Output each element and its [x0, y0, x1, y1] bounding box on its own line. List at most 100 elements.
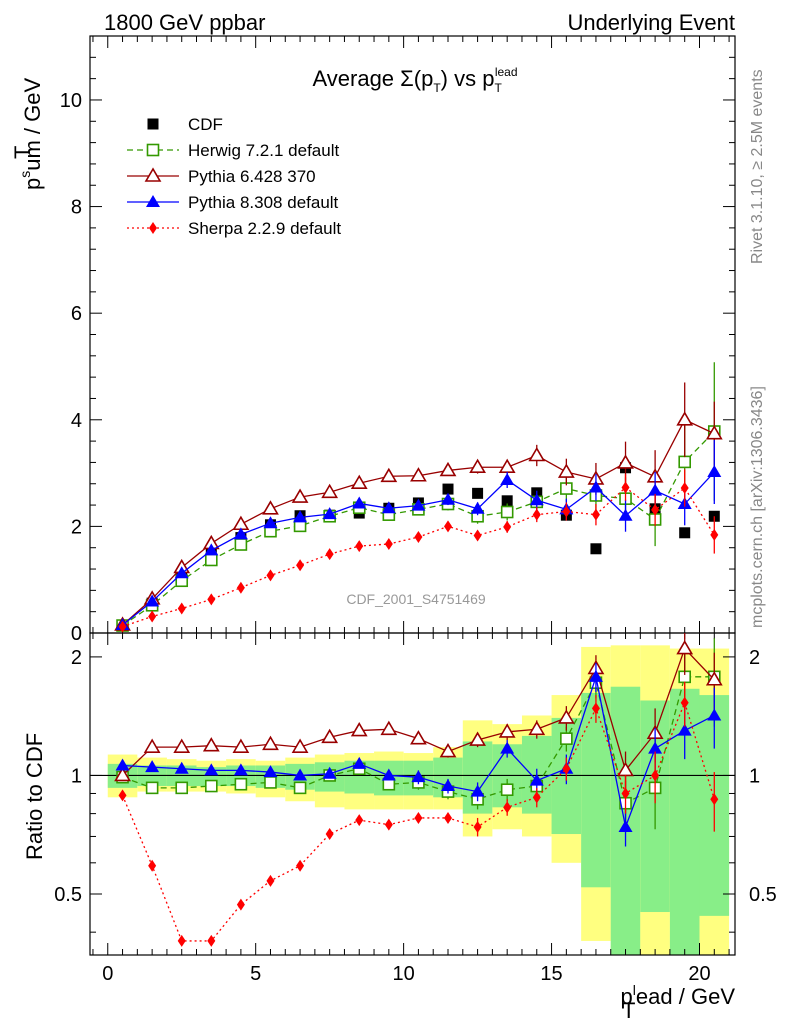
header-right: Underlying Event	[567, 10, 735, 35]
ratio-point-pythia-6-428-370	[439, 742, 457, 758]
ratio-point-pythia-6-428-370	[557, 709, 575, 724]
point-pythia-6-428-370	[676, 411, 694, 426]
header-left: 1800 GeV ppbar	[104, 10, 265, 35]
ratio-x-tick-label: 5	[250, 963, 261, 985]
point-sherpa-2-2-9-default	[503, 520, 512, 533]
ratio-point-sherpa-2-2-9-default	[207, 934, 216, 947]
ratio-point-pythia-6-428-370	[676, 639, 694, 655]
point-sherpa-2-2-9-default	[296, 559, 305, 572]
point-sherpa-2-2-9-default	[651, 503, 660, 516]
ratio-y-tick-label: 2	[71, 647, 82, 669]
main-y-axis-label-sub: T	[10, 146, 35, 159]
point-pythia-8-308-default	[618, 508, 633, 521]
point-sherpa-2-2-9-default	[148, 610, 157, 623]
ratio-point-pythia-6-428-370	[350, 721, 368, 737]
mcplots-label: mcplots.cern.ch [arXiv:1306.3436]	[749, 386, 766, 628]
ratio-point-sherpa-2-2-9-default	[355, 814, 364, 827]
ratio-point-pythia-8-308-default	[174, 761, 189, 774]
ratio-point-sherpa-2-2-9-default	[296, 859, 305, 872]
ratio-point-pythia-8-308-default	[411, 770, 426, 783]
ratio-frame	[89, 632, 736, 956]
ratio-y-tick-label: 0.5	[54, 884, 82, 906]
ratio-point-sherpa-2-2-9-default	[384, 818, 393, 831]
ratio-point-pythia-8-308-default	[322, 766, 337, 779]
ratio-point-pythia-6-428-370	[498, 723, 516, 738]
ratio-point-herwig-7-2-1-default	[205, 779, 218, 793]
point-pythia-6-428-370	[528, 446, 546, 462]
point-pythia-6-428-370	[350, 474, 368, 490]
legend-label-pythia-8-308-default: Pythia 8.308 default	[188, 193, 339, 212]
point-sherpa-2-2-9-default	[710, 528, 719, 541]
ratio-point-pythia-8-308-default	[204, 763, 219, 776]
ratio-point-herwig-7-2-1-default	[234, 777, 248, 791]
point-cdf	[442, 483, 454, 495]
ratio-point-pythia-6-428-370	[202, 737, 220, 752]
ratio-y-tick-label-right: 0.5	[749, 884, 777, 906]
legend-marker-cdf	[147, 118, 159, 130]
ratio-point-sherpa-2-2-9-default	[710, 793, 719, 806]
point-pythia-8-308-default	[204, 543, 219, 556]
ratio-point-pythia-8-308-default	[529, 773, 544, 786]
point-cdf	[679, 527, 691, 539]
legend-marker-pythia-8-308-default	[146, 195, 160, 207]
point-herwig-7-2-1-default	[500, 505, 514, 519]
ratio-point-pythia-8-308-default	[441, 779, 456, 792]
ratio-point-pythia-8-308-default	[707, 708, 722, 721]
ratio-point-pythia-8-308-default	[677, 723, 692, 736]
ratio-point-sherpa-2-2-9-default	[591, 702, 600, 715]
ratio-point-pythia-6-428-370	[705, 671, 723, 686]
point-herwig-7-2-1-default	[234, 538, 248, 551]
ratio-point-sherpa-2-2-9-default	[473, 820, 482, 833]
point-sherpa-2-2-9-default	[355, 540, 364, 553]
ratio-point-pythia-6-428-370	[114, 766, 131, 782]
legend-label-herwig-7-2-1-default: Herwig 7.2.1 default	[188, 141, 339, 160]
ratio-point-sherpa-2-2-9-default	[414, 811, 423, 824]
point-pythia-8-308-default	[529, 493, 544, 506]
point-pythia-8-308-default	[470, 501, 485, 514]
ratio-point-pythia-6-428-370	[469, 731, 486, 746]
ratio-point-pythia-6-428-370	[173, 738, 191, 753]
ratio-point-pythia-6-428-370	[143, 738, 161, 753]
main-y-tick-label: 10	[60, 90, 82, 112]
ratio-point-pythia-8-308-default	[352, 756, 367, 769]
ratio-point-sherpa-2-2-9-default	[562, 762, 571, 775]
point-sherpa-2-2-9-default	[444, 520, 453, 533]
point-sherpa-2-2-9-default	[621, 481, 630, 494]
rivet-version-label: Rivet 3.1.10, ≥ 2.5M events	[749, 69, 766, 264]
point-sherpa-2-2-9-default	[236, 581, 245, 594]
ratio-point-pythia-8-308-default	[115, 758, 130, 771]
ratio-point-sherpa-2-2-9-default	[177, 934, 186, 947]
ratio-point-pythia-8-308-default	[648, 741, 663, 754]
point-pythia-6-428-370	[469, 458, 486, 474]
ratio-point-sherpa-2-2-9-default	[148, 859, 157, 872]
point-herwig-7-2-1-default	[678, 455, 692, 469]
ratio-y-axis-label: Ratio to CDF	[22, 733, 47, 860]
point-pythia-6-428-370	[380, 467, 398, 483]
main-y-tick-label: 6	[71, 303, 82, 325]
ratio-point-herwig-7-2-1-default	[560, 732, 573, 745]
point-cdf	[590, 543, 602, 555]
main-y-axis-label: psum / GeV	[17, 78, 45, 190]
main-frame	[89, 35, 736, 634]
point-pythia-8-308-default	[588, 480, 603, 493]
ratio-x-tick-label: 0	[102, 963, 113, 985]
ratio-point-pythia-6-428-370	[617, 761, 634, 777]
point-cdf	[472, 487, 484, 499]
series-line-herwig-7-2-1-default	[122, 431, 715, 627]
point-pythia-8-308-default	[293, 510, 308, 523]
point-sherpa-2-2-9-default	[680, 482, 689, 495]
ratio-point-herwig-7-2-1-default	[145, 781, 159, 795]
legend-marker-sherpa-2-2-9-default	[149, 222, 157, 234]
ratio-point-pythia-8-308-default	[381, 768, 396, 781]
point-pythia-8-308-default	[707, 465, 722, 478]
main-y-tick-label: 0	[71, 623, 82, 645]
ratio-y-tick-label-right: 2	[749, 647, 760, 669]
ratio-point-herwig-7-2-1-default	[175, 781, 189, 795]
point-pythia-6-428-370	[617, 454, 634, 469]
ratio-y-tick-label: 1	[71, 765, 82, 787]
point-sherpa-2-2-9-default	[118, 620, 127, 633]
ratio-point-pythia-6-428-370	[262, 735, 279, 751]
analysis-watermark: CDF_2001_S4751469	[346, 591, 486, 607]
